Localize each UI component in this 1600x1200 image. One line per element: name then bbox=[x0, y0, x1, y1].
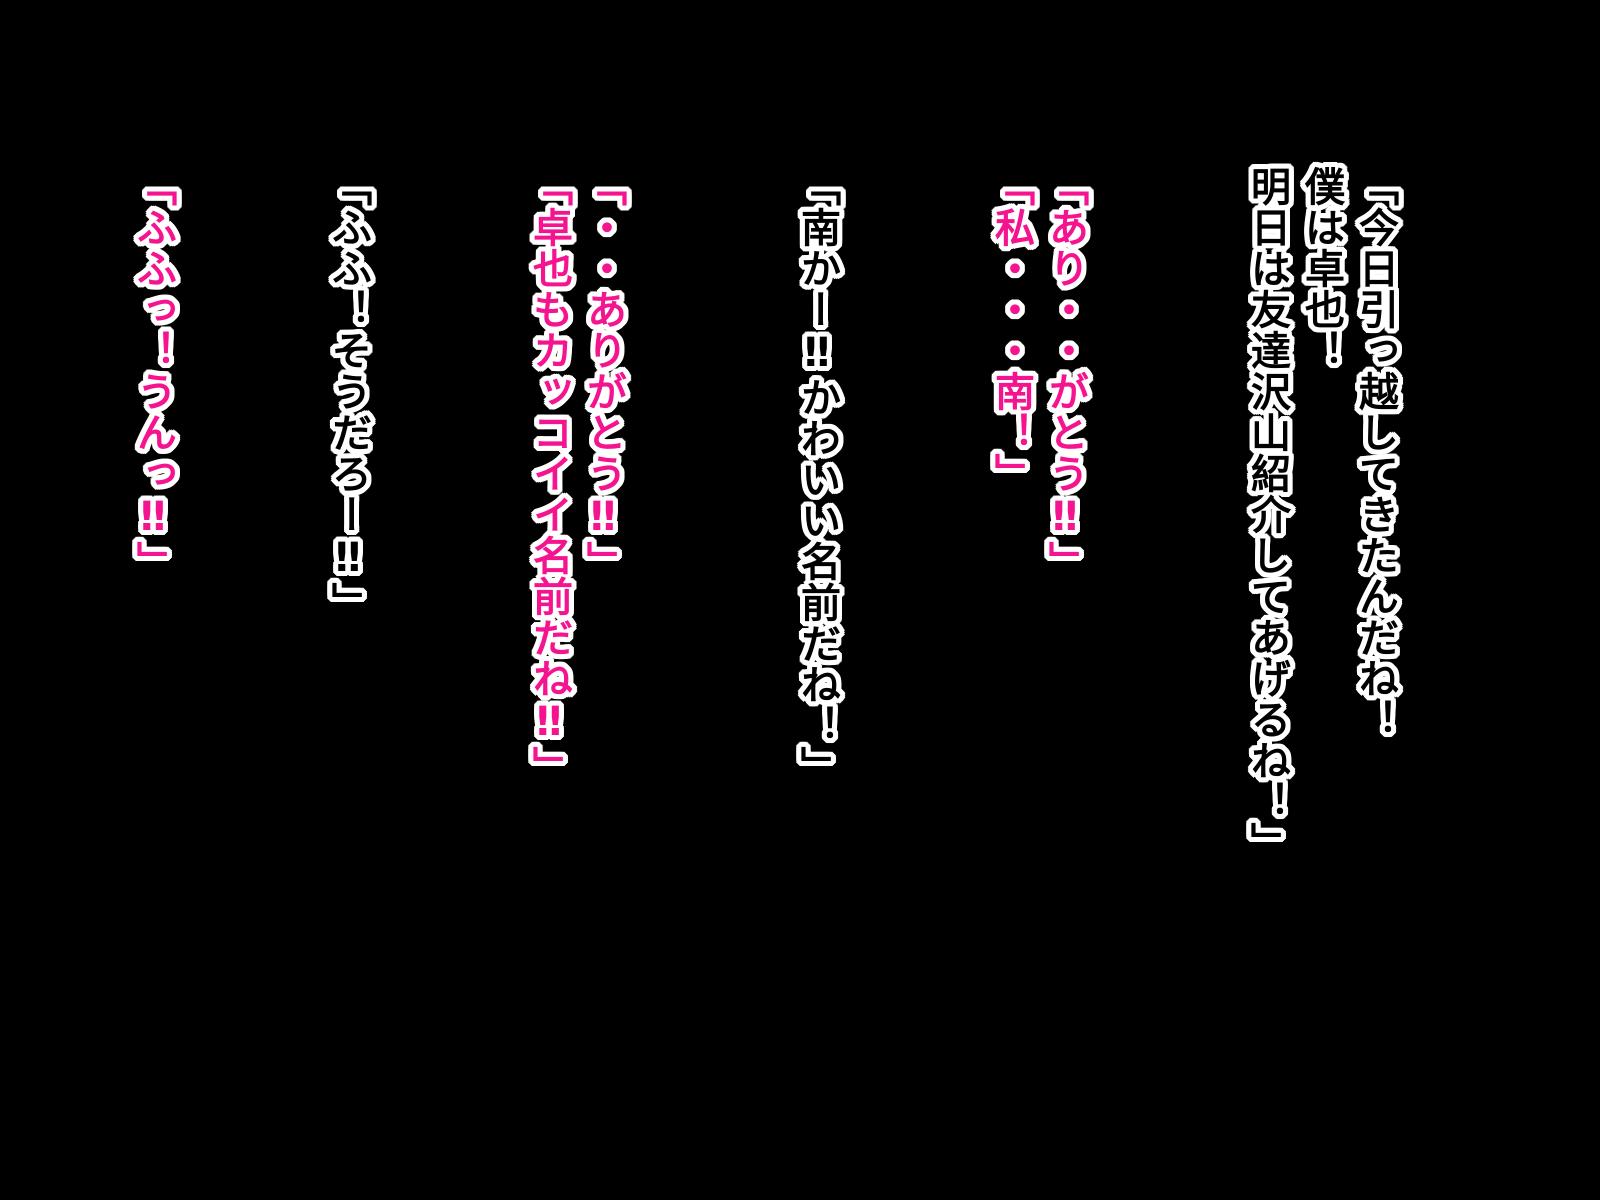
dialogue-block-5: 「ふふ！そうだろー‼」 bbox=[325, 166, 371, 623]
dialogue-block-3: 「南かー‼かわいい名前だね！」 bbox=[794, 166, 840, 787]
dialogue-block-1: 「今日引っ越してきたんだね！ 僕は卓也！ 明日は友達沢山紹介してあげるね！」 bbox=[1244, 166, 1398, 863]
dialogue-block-6: 「ふふっ！うんっ‼」 bbox=[130, 166, 176, 582]
dialogue-block-2: 「あり・・がとう‼」 「私・・・南！」 bbox=[988, 166, 1088, 582]
dialogue-block-4: 「・・ありがとう‼」 「卓也もカッコイイ名前だね‼」 bbox=[526, 166, 626, 787]
